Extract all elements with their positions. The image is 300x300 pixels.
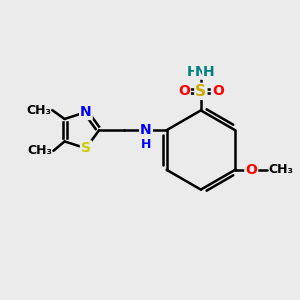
Text: S: S (81, 141, 91, 155)
Text: CH₃: CH₃ (26, 104, 51, 117)
Text: H: H (203, 65, 215, 79)
Text: S: S (195, 84, 206, 99)
Text: N: N (195, 65, 207, 79)
Text: O: O (245, 163, 257, 177)
Text: N: N (140, 123, 152, 137)
Text: O: O (178, 84, 190, 98)
Text: CH₃: CH₃ (27, 144, 52, 157)
Text: O: O (212, 84, 224, 98)
Text: N: N (80, 105, 92, 119)
Text: CH₃: CH₃ (269, 163, 294, 176)
Text: H: H (187, 65, 198, 79)
Text: H: H (141, 138, 151, 152)
